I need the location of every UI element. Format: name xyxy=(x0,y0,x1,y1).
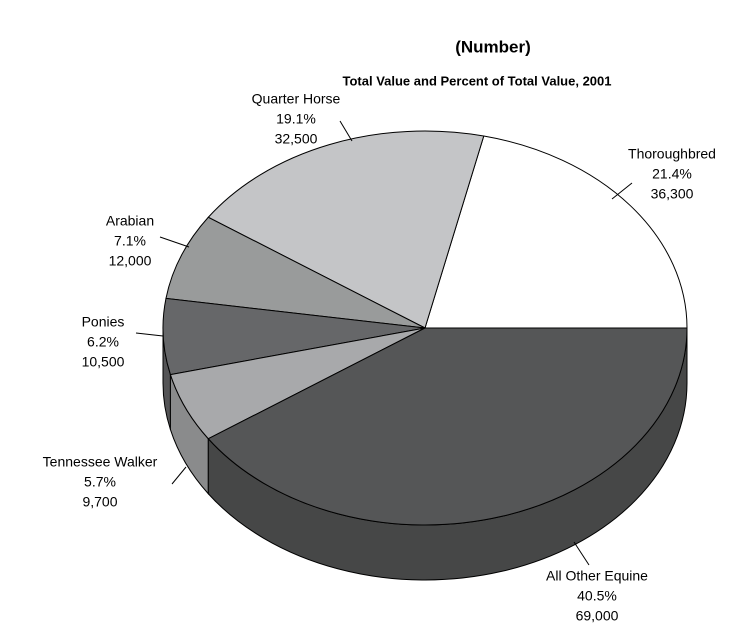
pie-slice xyxy=(424,135,688,329)
leader-line xyxy=(171,466,187,485)
value-label: 5.7% xyxy=(84,474,116,490)
slice-label: Quarter Horse xyxy=(252,91,341,107)
slice-label: All Other Equine xyxy=(546,568,648,584)
pie-slice xyxy=(207,130,485,329)
value-label: 21.4% xyxy=(652,166,692,182)
count-label: 9,700 xyxy=(82,494,117,510)
pie-slice xyxy=(207,327,688,526)
value-label: 7.1% xyxy=(114,233,146,249)
chart-title: (Number) xyxy=(455,37,531,56)
count-label: 36,300 xyxy=(651,186,694,202)
count-label: 10,500 xyxy=(82,354,125,370)
leader-line xyxy=(611,182,633,200)
chart-subtitle: Total Value and Percent of Total Value, … xyxy=(343,73,612,88)
slice-label: Tennessee Walker xyxy=(43,454,158,470)
value-label: 40.5% xyxy=(577,588,617,604)
count-label: 12,000 xyxy=(109,253,152,269)
slice-label: Arabian xyxy=(106,213,154,229)
leader-line xyxy=(573,541,590,566)
leader-line xyxy=(135,332,164,337)
leader-line xyxy=(339,120,353,142)
slice-label: Thoroughbred xyxy=(628,146,716,162)
count-label: 32,500 xyxy=(275,131,318,147)
leader-line xyxy=(159,236,190,248)
count-label: 69,000 xyxy=(576,608,619,624)
slice-label: Ponies xyxy=(82,314,125,330)
value-label: 19.1% xyxy=(276,111,316,127)
pie-slice xyxy=(165,216,426,329)
value-label: 6.2% xyxy=(87,334,119,350)
